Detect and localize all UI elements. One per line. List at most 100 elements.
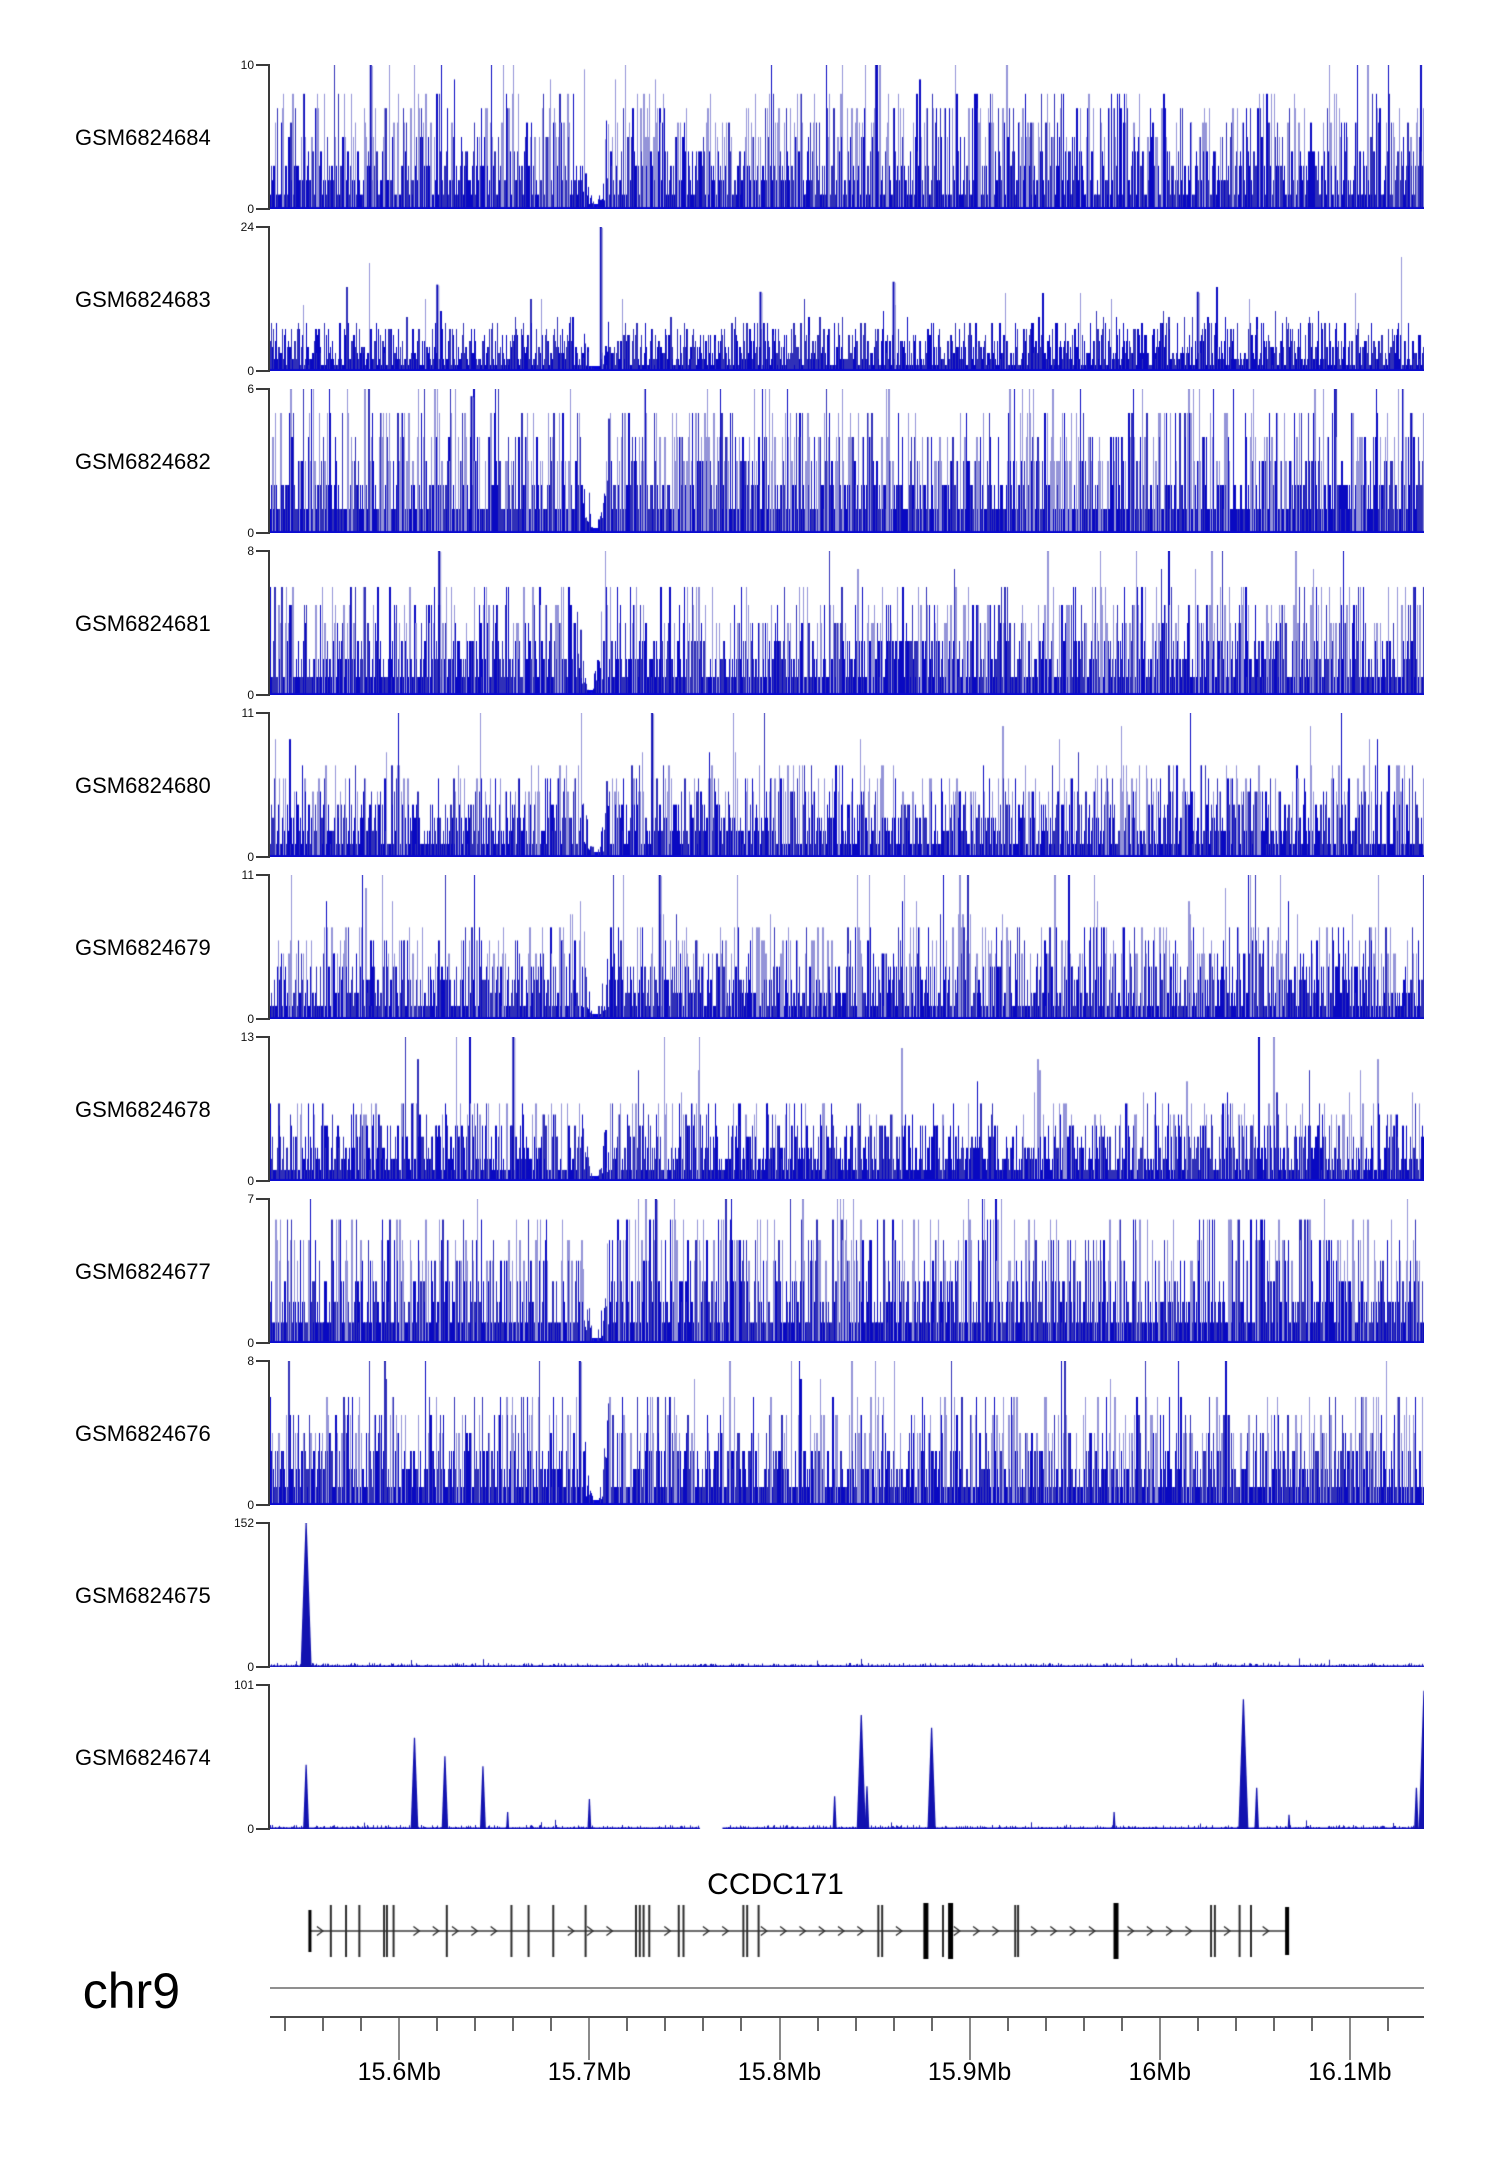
ruler-minor-tick — [474, 2018, 477, 2031]
coverage-track: GSM6824678 13 0 — [0, 1031, 1500, 1187]
coverage-track: GSM6824677 7 0 — [0, 1193, 1500, 1349]
track-coverage-plot — [270, 1199, 1424, 1343]
y-axis-zero-tick — [256, 1504, 270, 1506]
track-sample-label: GSM6824676 — [75, 1421, 211, 1446]
y-axis-zero-label: 0 — [247, 202, 254, 216]
y-axis-top-tick — [256, 1198, 270, 1200]
y-axis-top-tick — [256, 874, 270, 876]
track-sample-label: GSM6824674 — [75, 1745, 211, 1770]
y-axis-top-tick — [256, 64, 270, 66]
coverage-track: GSM6824681 8 0 — [0, 545, 1500, 701]
y-axis-line — [268, 1361, 270, 1505]
x-tick-label: 15.8Mb — [737, 2058, 822, 2086]
y-axis-line — [268, 1685, 270, 1829]
gene-model-track — [270, 1896, 1424, 1966]
y-axis-max-label: 24 — [240, 220, 254, 234]
y-axis-top-tick — [256, 550, 270, 552]
ruler-baseline — [270, 2016, 1424, 2018]
ruler-major-tick — [1158, 2018, 1161, 2060]
y-axis-line — [268, 1037, 270, 1181]
coverage-track: GSM6824683 24 0 — [0, 221, 1500, 377]
track-sample-label: GSM6824677 — [75, 1259, 211, 1284]
ruler-minor-tick — [360, 2018, 363, 2031]
y-axis-max-label: 13 — [240, 1030, 254, 1044]
y-axis-zero-label: 0 — [247, 364, 254, 378]
coverage-track: GSM6824680 11 0 — [0, 707, 1500, 863]
y-axis-line — [268, 389, 270, 533]
y-axis-zero-tick — [256, 532, 270, 534]
ruler-minor-tick — [1310, 2018, 1313, 2031]
track-coverage-plot — [270, 875, 1424, 1019]
ruler-minor-tick — [1120, 2018, 1123, 2031]
track-coverage-plot — [270, 1037, 1424, 1181]
ruler-minor-tick — [854, 2018, 857, 2031]
ruler-major-tick — [968, 2018, 971, 2060]
ruler-minor-tick — [1196, 2018, 1199, 2031]
track-coverage-plot — [270, 713, 1424, 857]
y-axis-line — [268, 551, 270, 695]
ruler-minor-tick — [1082, 2018, 1085, 2031]
y-axis-zero-label: 0 — [247, 1660, 254, 1674]
track-sample-label: GSM6824678 — [75, 1097, 211, 1122]
y-axis-zero-tick — [256, 1666, 270, 1668]
y-axis-zero-tick — [256, 856, 270, 858]
y-axis-top-tick — [256, 1684, 270, 1686]
ruler-minor-tick — [664, 2018, 667, 2031]
track-coverage-plot — [270, 389, 1424, 533]
y-axis-line — [268, 713, 270, 857]
y-axis-max-label: 11 — [241, 706, 254, 720]
ruler-minor-tick — [1006, 2018, 1009, 2031]
y-axis-max-label: 11 — [241, 868, 254, 882]
coverage-track: GSM6824674 101 0 — [0, 1679, 1500, 1835]
ruler-minor-tick — [702, 2018, 705, 2031]
coverage-track: GSM6824675 152 0 — [0, 1517, 1500, 1673]
y-axis-zero-label: 0 — [247, 1012, 254, 1026]
y-axis-max-label: 8 — [247, 1354, 254, 1368]
chromosome-line — [270, 1987, 1424, 1989]
track-sample-label: GSM6824679 — [75, 935, 211, 960]
ruler-major-tick — [1348, 2018, 1351, 2060]
track-sample-label: GSM6824680 — [75, 773, 211, 798]
ruler-minor-tick — [1234, 2018, 1237, 2031]
track-sample-label: GSM6824675 — [75, 1583, 211, 1608]
y-axis-zero-label: 0 — [247, 526, 254, 540]
track-sample-label: GSM6824682 — [75, 449, 211, 474]
ruler-minor-tick — [1386, 2018, 1389, 2031]
track-sample-label: GSM6824684 — [75, 125, 211, 150]
y-axis-zero-label: 0 — [247, 1498, 254, 1512]
track-coverage-plot — [270, 1361, 1424, 1505]
chromosome-label: chr9 — [82, 1963, 180, 2019]
x-tick-label: 16.1Mb — [1308, 2058, 1392, 2086]
y-axis-max-label: 8 — [247, 544, 254, 558]
ruler-minor-tick — [1272, 2018, 1275, 2031]
y-axis-zero-label: 0 — [247, 1336, 254, 1350]
y-axis-max-label: 7 — [247, 1192, 254, 1206]
y-axis-max-label: 6 — [247, 382, 254, 396]
y-axis-zero-tick — [256, 1828, 270, 1830]
y-axis-zero-tick — [256, 208, 270, 210]
y-axis-top-tick — [256, 712, 270, 714]
coverage-track: GSM6824682 6 0 — [0, 383, 1500, 539]
y-axis-zero-label: 0 — [247, 1822, 254, 1836]
y-axis-zero-tick — [256, 694, 270, 696]
track-coverage-plot — [270, 1685, 1424, 1829]
ruler-minor-tick — [322, 2018, 325, 2031]
y-axis-line — [268, 1523, 270, 1667]
y-axis-line — [268, 227, 270, 371]
y-axis-line — [268, 875, 270, 1019]
ruler-minor-tick — [436, 2018, 439, 2031]
y-axis-zero-tick — [256, 1018, 270, 1020]
ruler-major-tick — [778, 2018, 781, 2060]
y-axis-max-label: 152 — [233, 1516, 254, 1530]
y-axis-max-label: 10 — [240, 58, 254, 72]
coverage-track: GSM6824676 8 0 — [0, 1355, 1500, 1511]
track-coverage-plot — [270, 551, 1424, 695]
coverage-track: GSM6824684 10 0 — [0, 59, 1500, 215]
y-axis-line — [268, 65, 270, 209]
y-axis-top-tick — [256, 1036, 270, 1038]
y-axis-top-tick — [256, 388, 270, 390]
track-coverage-plot — [270, 1523, 1424, 1667]
x-tick-label: 15.6Mb — [357, 2058, 441, 2086]
ruler-minor-tick — [816, 2018, 819, 2031]
